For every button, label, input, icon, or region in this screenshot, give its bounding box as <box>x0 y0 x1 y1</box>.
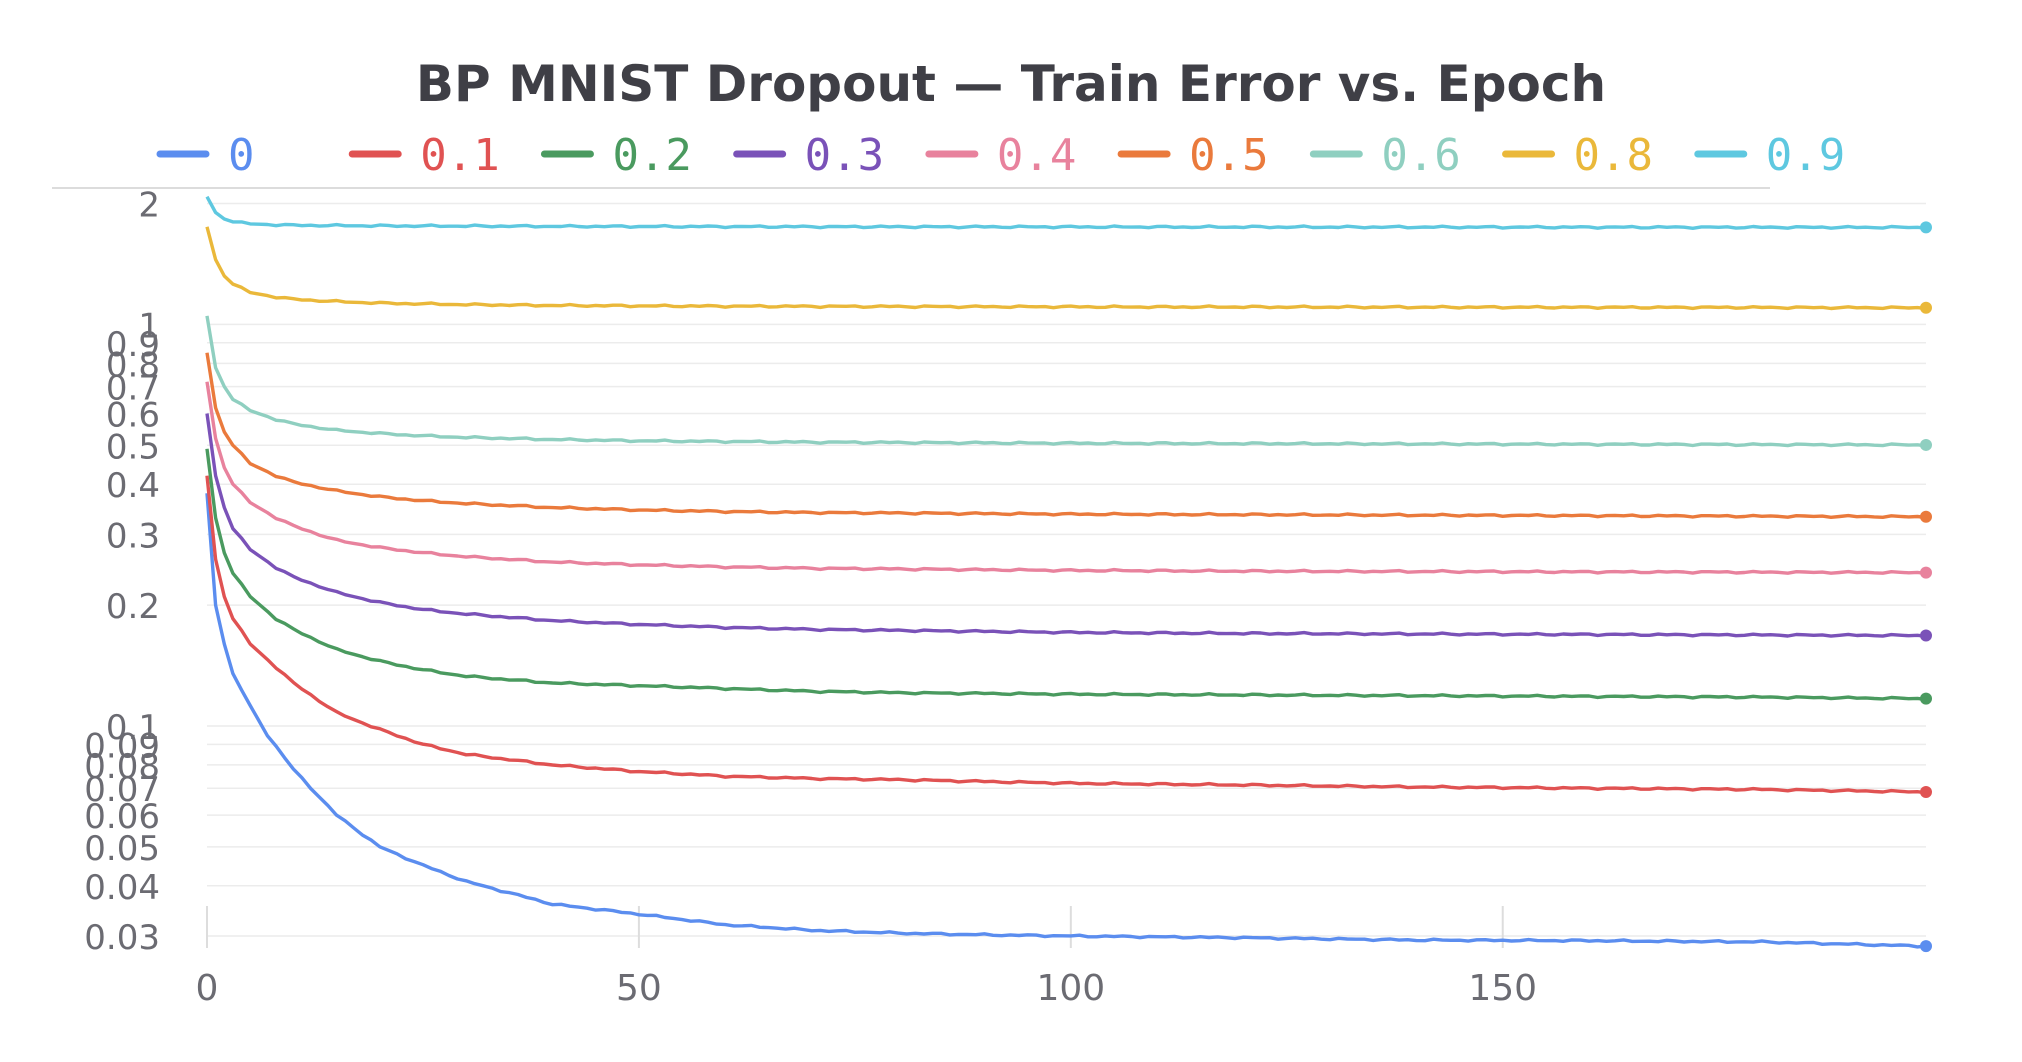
x-tick-label: 50 <box>616 968 662 1009</box>
y-tick-label: 0.8 <box>106 345 160 385</box>
y-tick-label: 0.09 <box>84 726 160 766</box>
y-tick-label: 0.1 <box>106 708 160 748</box>
series-line <box>205 493 1927 949</box>
y-tick-label: 2 <box>138 186 160 226</box>
y-tick-label: 0.05 <box>84 829 160 869</box>
y-tick-label: 0.03 <box>84 918 160 958</box>
legend-label: 0.3 <box>805 130 884 181</box>
series-line <box>205 381 1927 576</box>
x-tick-label: 150 <box>1468 968 1537 1009</box>
y-tick-label: 0.5 <box>106 427 160 467</box>
legend-label: 0.4 <box>997 130 1076 181</box>
series-end-marker <box>1920 566 1932 579</box>
y-tick-label: 0.07 <box>84 770 160 810</box>
y-tick-label: 0.2 <box>106 587 160 627</box>
series-end-marker <box>1920 301 1932 314</box>
series-end-marker <box>1920 438 1932 451</box>
legend-label: 0.2 <box>612 130 691 181</box>
series-line <box>205 448 1927 702</box>
legend-label: 0.8 <box>1574 130 1653 181</box>
series-line <box>205 352 1927 520</box>
y-tick-label: 0.6 <box>106 395 160 435</box>
legend: 0 0.1 0.2 0.3 0.4 0.5 0.6 0.8 0.9 <box>156 130 1845 181</box>
legend-label: 0.1 <box>420 130 499 181</box>
series-line <box>205 226 1927 311</box>
series-line <box>205 315 1927 448</box>
y-tick-label: 0.3 <box>106 516 160 556</box>
y-tick-label: 0.4 <box>106 466 160 506</box>
y-tick-label: 0.7 <box>106 369 160 409</box>
series-line <box>205 475 1927 795</box>
series-end-marker <box>1920 692 1932 705</box>
y-tick-label: 0.06 <box>84 797 160 837</box>
legend-label: 0.9 <box>1766 130 1845 181</box>
y-axis: 0.03 0.040.050.060.070.080.090.1 0.2 0.3 0.4… <box>84 186 160 958</box>
y-tick-label: 0.04 <box>84 868 160 908</box>
y-tick-label: 1 <box>138 306 160 346</box>
legend-label: 0 <box>228 130 255 181</box>
series-end-marker <box>1920 785 1932 798</box>
series-end-marker <box>1920 629 1932 642</box>
y-tick-label: 0.08 <box>84 747 160 787</box>
series-line <box>205 195 1927 230</box>
series-end-marker <box>1920 940 1932 953</box>
y-tick-label: 0.9 <box>106 325 160 365</box>
x-tick-label: 100 <box>1036 968 1105 1009</box>
series-end-marker <box>1920 510 1932 523</box>
legend-label: 0.6 <box>1381 130 1460 181</box>
series-end-marker <box>1920 221 1932 234</box>
x-axis: 0 50 100 150 <box>196 906 1537 1009</box>
series-line <box>205 413 1927 638</box>
x-tick-label: 0 <box>196 968 219 1009</box>
legend-label: 0.5 <box>1189 130 1268 181</box>
chart-title: BP MNIST Dropout — Train Error vs. Epoch <box>416 55 1606 113</box>
plot-area <box>205 195 1932 953</box>
